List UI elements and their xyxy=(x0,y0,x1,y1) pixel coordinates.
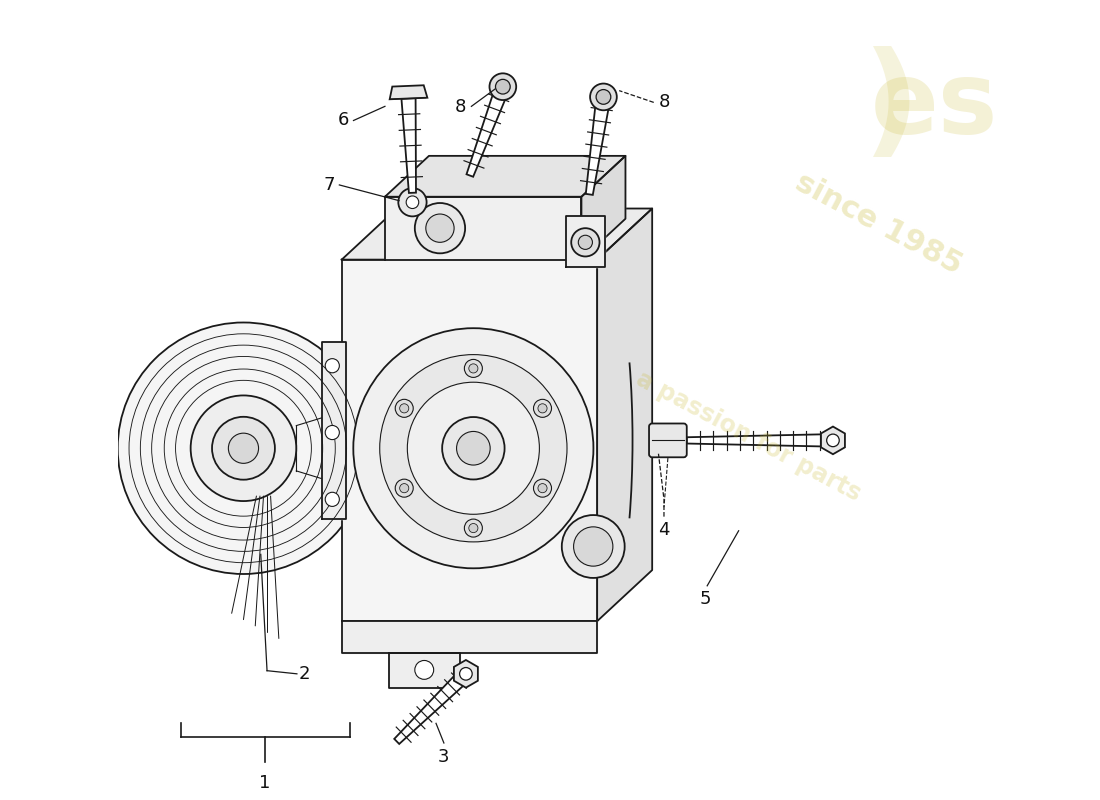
Polygon shape xyxy=(389,86,428,99)
Polygon shape xyxy=(597,209,652,621)
Circle shape xyxy=(579,235,593,250)
Circle shape xyxy=(469,523,477,533)
Circle shape xyxy=(353,328,593,568)
Circle shape xyxy=(190,395,296,501)
Text: a passion for parts: a passion for parts xyxy=(632,367,866,506)
Circle shape xyxy=(212,417,275,480)
Circle shape xyxy=(538,404,547,413)
Circle shape xyxy=(395,399,414,418)
Circle shape xyxy=(415,203,465,254)
Text: 3: 3 xyxy=(438,748,450,766)
FancyBboxPatch shape xyxy=(649,423,686,458)
Text: 7: 7 xyxy=(323,176,334,194)
Polygon shape xyxy=(394,669,471,744)
Circle shape xyxy=(407,382,539,514)
Text: 1: 1 xyxy=(260,774,271,793)
Circle shape xyxy=(590,83,617,110)
Text: 2: 2 xyxy=(298,665,310,683)
Circle shape xyxy=(464,359,483,378)
Polygon shape xyxy=(586,96,611,195)
Bar xyxy=(342,260,597,621)
Polygon shape xyxy=(686,434,833,446)
Text: since 1985: since 1985 xyxy=(790,168,967,281)
Circle shape xyxy=(399,484,409,493)
Circle shape xyxy=(596,90,611,104)
Circle shape xyxy=(573,527,613,566)
Circle shape xyxy=(456,431,491,465)
Text: 5: 5 xyxy=(700,590,712,608)
Text: es: es xyxy=(871,58,999,155)
Polygon shape xyxy=(342,621,597,653)
Circle shape xyxy=(118,322,370,574)
Circle shape xyxy=(442,417,505,479)
Text: 4: 4 xyxy=(658,522,670,539)
Polygon shape xyxy=(342,209,652,260)
Polygon shape xyxy=(821,426,845,454)
Circle shape xyxy=(538,484,547,493)
Circle shape xyxy=(469,364,477,373)
Circle shape xyxy=(562,515,625,578)
Text: ): ) xyxy=(862,46,920,167)
Circle shape xyxy=(326,492,340,506)
Circle shape xyxy=(326,358,340,373)
Circle shape xyxy=(534,479,551,497)
Circle shape xyxy=(379,354,566,542)
Circle shape xyxy=(399,404,409,413)
Circle shape xyxy=(490,74,516,100)
Polygon shape xyxy=(389,653,460,688)
Circle shape xyxy=(460,667,472,680)
Text: 6: 6 xyxy=(338,111,349,130)
Polygon shape xyxy=(454,660,477,688)
Circle shape xyxy=(406,196,419,209)
Polygon shape xyxy=(466,84,509,177)
Circle shape xyxy=(571,228,600,257)
Circle shape xyxy=(415,661,433,679)
Circle shape xyxy=(464,519,483,537)
Text: 8: 8 xyxy=(454,98,466,116)
Circle shape xyxy=(229,433,258,463)
Text: 8: 8 xyxy=(659,94,670,111)
Polygon shape xyxy=(402,98,416,193)
Circle shape xyxy=(395,479,414,497)
Polygon shape xyxy=(582,156,626,260)
Circle shape xyxy=(426,214,454,242)
Polygon shape xyxy=(565,216,605,267)
Polygon shape xyxy=(322,342,345,519)
Circle shape xyxy=(827,434,839,446)
Circle shape xyxy=(534,399,551,418)
Circle shape xyxy=(398,188,427,216)
Circle shape xyxy=(495,79,510,94)
Polygon shape xyxy=(385,197,582,260)
Circle shape xyxy=(326,426,340,440)
Polygon shape xyxy=(385,156,626,197)
